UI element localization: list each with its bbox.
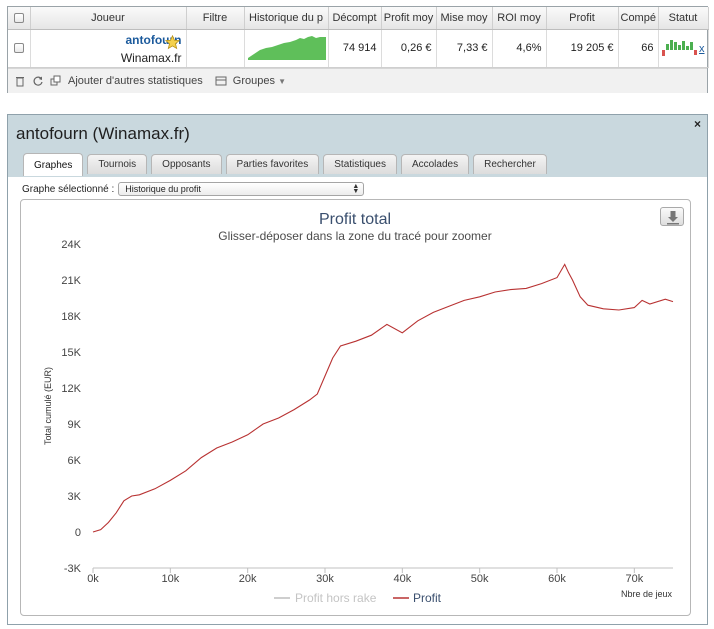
row-checkbox[interactable]: [13, 43, 24, 54]
tab-statistics[interactable]: Statistiques: [323, 154, 397, 174]
y-axis-label: Total cumulé (EUR): [43, 367, 53, 445]
player-panel: antofourn (Winamax.fr) × Graphes Tournoi…: [7, 114, 708, 625]
legend-item-profit-hors-rake: Profit hors rake: [295, 591, 377, 605]
header-competitions[interactable]: Compé: [618, 7, 659, 30]
stats-grid: Joueur Filtre Historique du p Décompt Pr…: [8, 7, 709, 68]
x-axis-label: Nbre de jeux: [621, 589, 673, 599]
competitions-cell: 66: [618, 29, 659, 68]
y-tick-label: 12K: [61, 383, 81, 395]
player-name-link[interactable]: antofourn: [125, 33, 182, 47]
x-tick-label: 20k: [239, 573, 257, 585]
add-stats-icon[interactable]: [50, 75, 62, 87]
profit-history-sparkline[interactable]: [244, 29, 329, 68]
groups-dropdown[interactable]: Groupes ▼: [232, 74, 286, 87]
header-player[interactable]: Joueur: [30, 7, 187, 30]
tab-graphs[interactable]: Graphes: [23, 153, 84, 176]
roi-cell: 4,6%: [492, 29, 547, 68]
y-tick-label: 24K: [61, 239, 81, 251]
header-profit-history[interactable]: Historique du p: [244, 7, 329, 30]
avg-profit-cell: 0,26 €: [381, 29, 437, 68]
avg-stake-cell: 7,33 €: [436, 29, 493, 68]
status-cell: [658, 29, 709, 68]
profit-cell: 19 205 €: [546, 29, 619, 68]
chart-title: Profit total: [319, 211, 391, 228]
x-tick-label: 50k: [471, 573, 489, 585]
profit-series-line: [92, 263, 674, 533]
player-stats-table: Joueur Filtre Historique du p Décompt Pr…: [7, 6, 709, 93]
y-tick-label: 6K: [68, 455, 82, 467]
x-tick-label: 70k: [625, 573, 643, 585]
header-avg-roi[interactable]: ROI moy: [492, 7, 547, 30]
header-profit[interactable]: Profit: [546, 7, 619, 30]
x-tick-label: 0k: [87, 573, 99, 585]
tab-tournaments[interactable]: Tournois: [87, 154, 148, 174]
header-avg-profit[interactable]: Profit moy: [381, 7, 437, 30]
download-icon: [667, 211, 679, 225]
trash-icon[interactable]: [14, 75, 26, 87]
y-tick-label: 0: [75, 527, 81, 539]
filter-cell[interactable]: [186, 29, 245, 68]
tab-accolades[interactable]: Accolades: [400, 154, 470, 174]
legend-item-profit: Profit: [413, 591, 442, 605]
player-cell: antofourn Winamax.fr: [30, 29, 187, 68]
y-tick-label: 3K: [68, 491, 82, 503]
status-bars-icon: [661, 39, 697, 56]
chart-container[interactable]: Profit total Glisser-déposer dans la zone…: [20, 199, 691, 616]
y-tick-label: 18K: [61, 311, 81, 323]
x-tick-label: 40k: [393, 573, 411, 585]
header-filter[interactable]: Filtre: [186, 7, 245, 30]
x-tick-label: 60k: [548, 573, 566, 585]
tab-favorite-games[interactable]: Parties favorites: [225, 154, 320, 174]
hands-count-cell: 74 914: [328, 29, 382, 68]
y-tick-label: -3K: [64, 563, 82, 575]
chart-subtitle: Glisser-déposer dans la zone du tracé po…: [218, 229, 491, 243]
table-row: antofourn Winamax.fr 74 914 0,26 € 7,33 …: [8, 29, 709, 68]
export-button[interactable]: [660, 207, 684, 226]
x-tick-label: 10k: [161, 573, 179, 585]
close-icon[interactable]: ×: [693, 117, 701, 131]
add-stats-link[interactable]: Ajouter d'autres statistiques: [68, 74, 203, 87]
select-all-header[interactable]: [8, 7, 31, 30]
row-select-cell[interactable]: [8, 29, 31, 68]
refresh-icon[interactable]: [32, 75, 44, 87]
sparkline-chart: [247, 35, 326, 60]
tab-search[interactable]: Rechercher: [473, 154, 547, 174]
panel-tabs: Graphes Tournois Opposants Parties favor…: [23, 152, 547, 176]
y-tick-label: 9K: [68, 419, 82, 431]
table-toolbar: Ajouter d'autres statistiques Groupes ▼: [8, 67, 707, 93]
panel-title: antofourn (Winamax.fr): [16, 124, 190, 143]
header-avg-stake[interactable]: Mise moy: [436, 7, 493, 30]
chevron-down-icon: ▼: [278, 76, 286, 86]
player-site: Winamax.fr: [120, 51, 182, 65]
tab-opponents[interactable]: Opposants: [151, 154, 222, 174]
header-hands-count[interactable]: Décompt: [328, 7, 382, 30]
graph-select[interactable]: Historique du profit ▲ ▼: [118, 182, 365, 196]
groups-icon[interactable]: [215, 75, 227, 87]
favorite-star-icon[interactable]: [164, 34, 180, 50]
header-status[interactable]: Statut: [658, 7, 709, 30]
remove-row-link[interactable]: x: [699, 43, 705, 55]
select-arrows-icon: ▲ ▼: [352, 183, 360, 195]
y-tick-label: 21K: [61, 275, 81, 287]
y-tick-label: 15K: [61, 347, 81, 359]
x-tick-label: 30k: [316, 573, 334, 585]
panel-header: antofourn (Winamax.fr) × Graphes Tournoi…: [8, 115, 707, 177]
graph-select-row: Graphe sélectionné : Historique du profi…: [22, 182, 365, 196]
select-all-checkbox[interactable]: [13, 12, 24, 23]
graph-select-label: Graphe sélectionné :: [22, 183, 115, 195]
